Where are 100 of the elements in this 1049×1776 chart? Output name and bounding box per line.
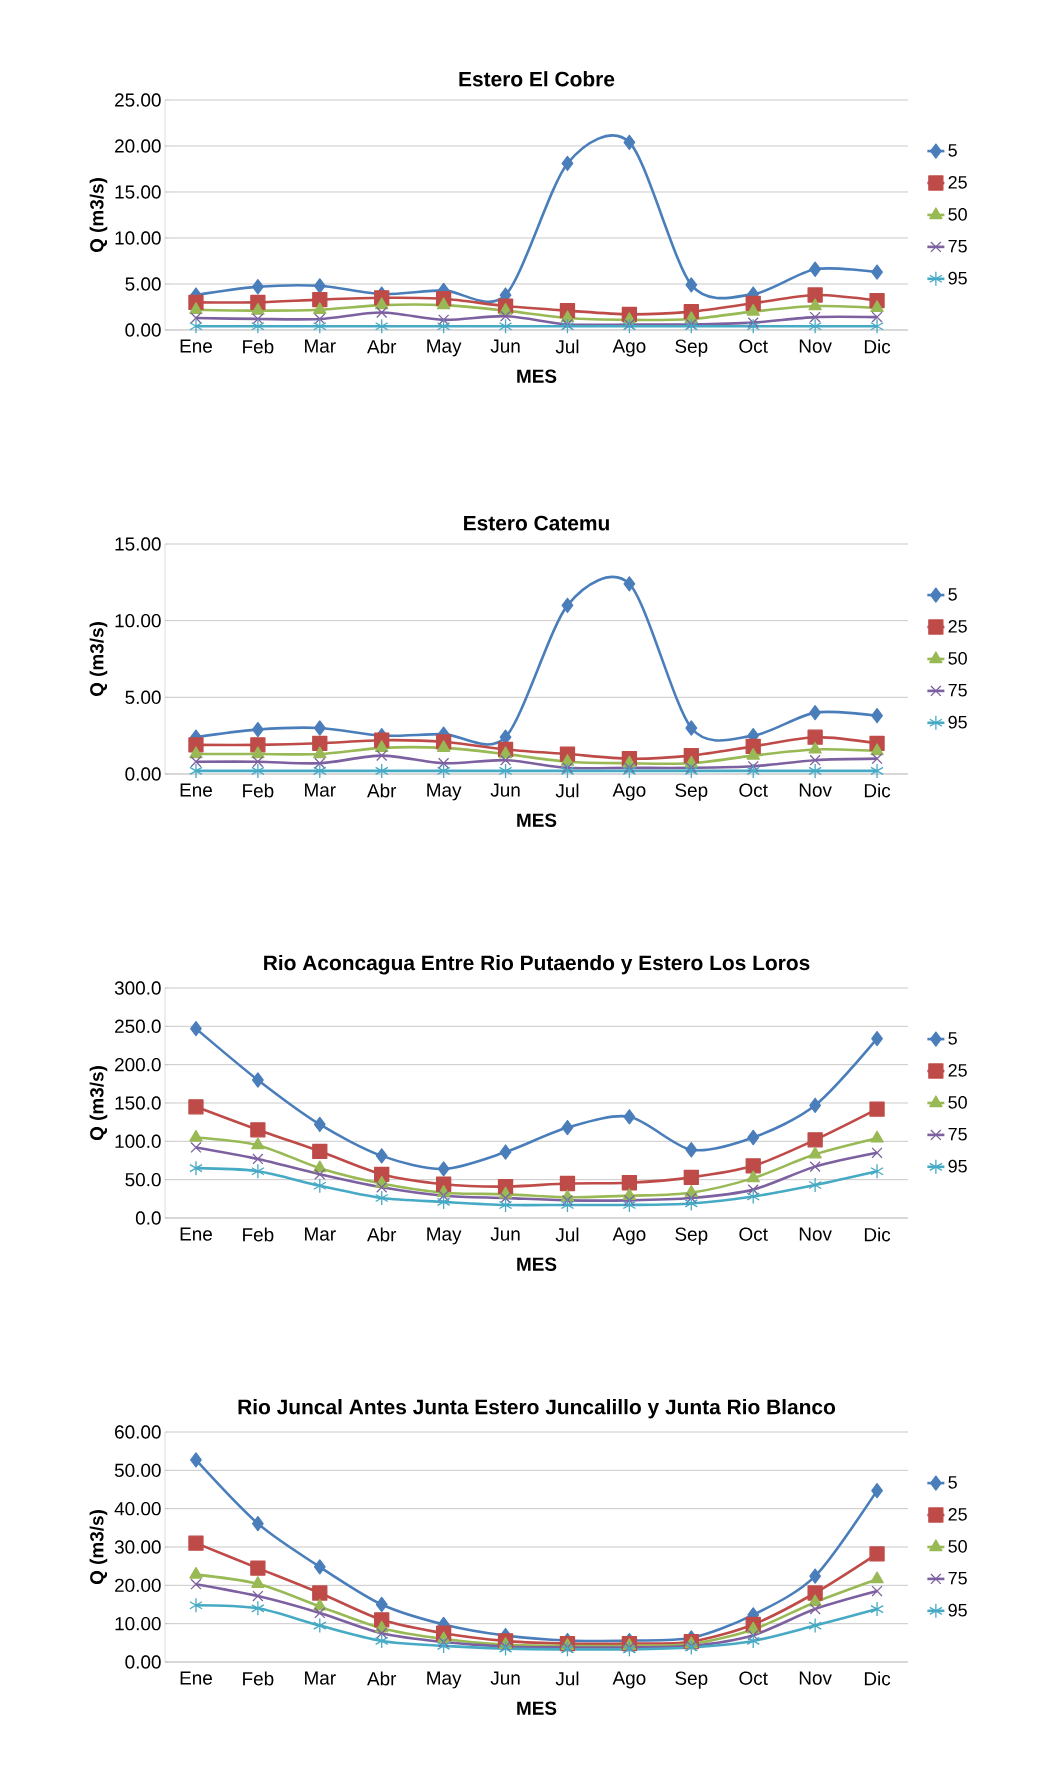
- x-axis-title: MES: [517, 813, 557, 827]
- y-tick-label: 60.00: [115, 1425, 161, 1439]
- y-tick-label: 20.00: [115, 139, 161, 153]
- x-tick-label: Jun: [490, 1671, 520, 1685]
- x-tick-label: Feb: [243, 783, 274, 798]
- x-tick-label: Jun: [490, 339, 520, 353]
- x-tick-label: Jul: [555, 783, 579, 798]
- chart-title: Estero El Cobre: [459, 71, 615, 87]
- x-tick-label: Nov: [799, 339, 832, 353]
- x-tick-label: Nov: [799, 1671, 832, 1685]
- y-tick-label: 5.00: [125, 690, 161, 705]
- x-tick-label: Nov: [799, 783, 832, 797]
- legend-label: 25: [948, 1507, 967, 1521]
- x-tick-label: Oct: [739, 1671, 768, 1685]
- x-tick-label: Ene: [180, 783, 212, 797]
- y-axis-title: Q (m3/s): [89, 1510, 108, 1585]
- x-tick-label: Sep: [675, 1227, 708, 1245]
- x-tick-label: Jun: [490, 1227, 520, 1241]
- x-tick-label: Ago: [612, 783, 646, 801]
- legend-label: 5: [948, 1476, 957, 1489]
- legend-label: 95: [948, 271, 967, 285]
- chart-title: Rio Aconcagua Entre Rio Putaendo y Estero Los Loros: [264, 954, 810, 975]
- x-axis-title: MES: [517, 1701, 557, 1715]
- x-tick-label: Nov: [799, 1227, 832, 1241]
- legend-label: 95: [948, 715, 967, 729]
- y-tick-label: 10.00: [115, 613, 161, 628]
- y-tick-label: 25.00: [115, 93, 161, 107]
- x-tick-label: Ene: [180, 1227, 212, 1241]
- legend-label: 25: [948, 175, 967, 189]
- y-axis-title: Q (m3/s): [89, 622, 108, 697]
- y-tick-label: 0.00: [125, 323, 161, 337]
- x-tick-label: Sep: [675, 1671, 708, 1689]
- x-tick-label: Oct: [739, 339, 768, 353]
- y-tick-label: 20.00: [115, 1578, 161, 1593]
- legend-label: 50: [948, 1539, 967, 1553]
- legend-label: 75: [948, 1127, 967, 1141]
- x-tick-label: Ene: [180, 1671, 212, 1685]
- y-tick-label: 300.0: [114, 981, 161, 995]
- y-tick-label: 0.00: [125, 1655, 161, 1669]
- x-tick-label: May: [427, 1671, 462, 1689]
- x-tick-label: Jul: [555, 339, 579, 354]
- chart-title: Estero Catemu: [464, 515, 609, 531]
- legend-label: 25: [948, 1063, 967, 1077]
- y-tick-label: 250.0: [115, 1019, 161, 1034]
- y-tick-label: 150.0: [115, 1096, 161, 1110]
- x-tick-label: Ago: [612, 1671, 646, 1689]
- legend-label: 50: [948, 207, 967, 221]
- y-tick-label: 50.0: [125, 1172, 161, 1187]
- y-tick-label: 15.00: [115, 537, 161, 551]
- x-tick-label: Ago: [612, 1227, 646, 1245]
- x-tick-label: Abr: [367, 339, 397, 354]
- x-axis-title: MES: [517, 369, 557, 383]
- x-tick-label: Jul: [555, 1671, 579, 1686]
- x-tick-label: Ene: [180, 339, 212, 353]
- x-tick-label: Dic: [864, 1671, 891, 1686]
- legend-label: 95: [948, 1159, 967, 1173]
- x-tick-label: Oct: [739, 1227, 768, 1241]
- x-tick-label: Mar: [305, 783, 336, 797]
- legend-label: 75: [948, 239, 967, 253]
- x-tick-label: Abr: [367, 1671, 397, 1686]
- y-tick-label: 200.0: [115, 1057, 161, 1072]
- y-tick-label: 50.00: [114, 1463, 161, 1478]
- chart-title: Rio Juncal Antes Junta Estero Juncalillo y Junta Rio Blanco: [238, 1399, 836, 1419]
- x-tick-label: Sep: [675, 783, 708, 801]
- x-tick-label: Mar: [305, 1671, 336, 1685]
- x-axis-title: MES: [517, 1257, 557, 1271]
- legend-label: 25: [948, 619, 967, 633]
- x-tick-label: Abr: [367, 783, 397, 798]
- x-tick-label: Jun: [490, 783, 520, 797]
- x-tick-label: Feb: [243, 1671, 274, 1686]
- x-tick-label: Dic: [864, 1227, 891, 1242]
- legend-label: 75: [948, 1571, 967, 1585]
- legend-label: 95: [948, 1603, 967, 1617]
- x-tick-label: May: [427, 339, 462, 357]
- y-tick-label: 40.00: [114, 1501, 161, 1516]
- x-tick-label: Jul: [555, 1227, 579, 1242]
- y-tick-label: 5.00: [125, 277, 161, 291]
- y-axis-title: Q (m3/s): [89, 1066, 108, 1141]
- x-tick-label: Mar: [305, 1227, 336, 1241]
- x-tick-label: Mar: [305, 339, 336, 353]
- x-tick-label: Oct: [739, 783, 768, 797]
- y-tick-label: 100.0: [115, 1134, 161, 1149]
- legend-label: 5: [948, 1032, 957, 1045]
- y-tick-label: 0.00: [125, 767, 161, 781]
- legend-label: 50: [948, 651, 967, 665]
- y-tick-label: 10.00: [115, 1616, 161, 1631]
- x-tick-label: Sep: [675, 339, 708, 357]
- y-tick-label: 30.00: [114, 1540, 161, 1554]
- y-tick-label: 10.00: [115, 231, 161, 245]
- y-axis-title: Q (m3/s): [89, 178, 108, 253]
- y-tick-label: 0.0: [135, 1211, 161, 1225]
- x-tick-label: May: [427, 1227, 462, 1245]
- x-tick-label: Feb: [243, 1227, 274, 1242]
- legend-label: 5: [948, 588, 957, 601]
- legend-label: 50: [948, 1095, 967, 1109]
- x-tick-label: Ago: [612, 339, 646, 357]
- legend-label: 75: [948, 683, 967, 697]
- x-tick-label: Abr: [367, 1227, 397, 1242]
- x-tick-label: May: [427, 783, 462, 801]
- x-tick-label: Dic: [864, 339, 891, 354]
